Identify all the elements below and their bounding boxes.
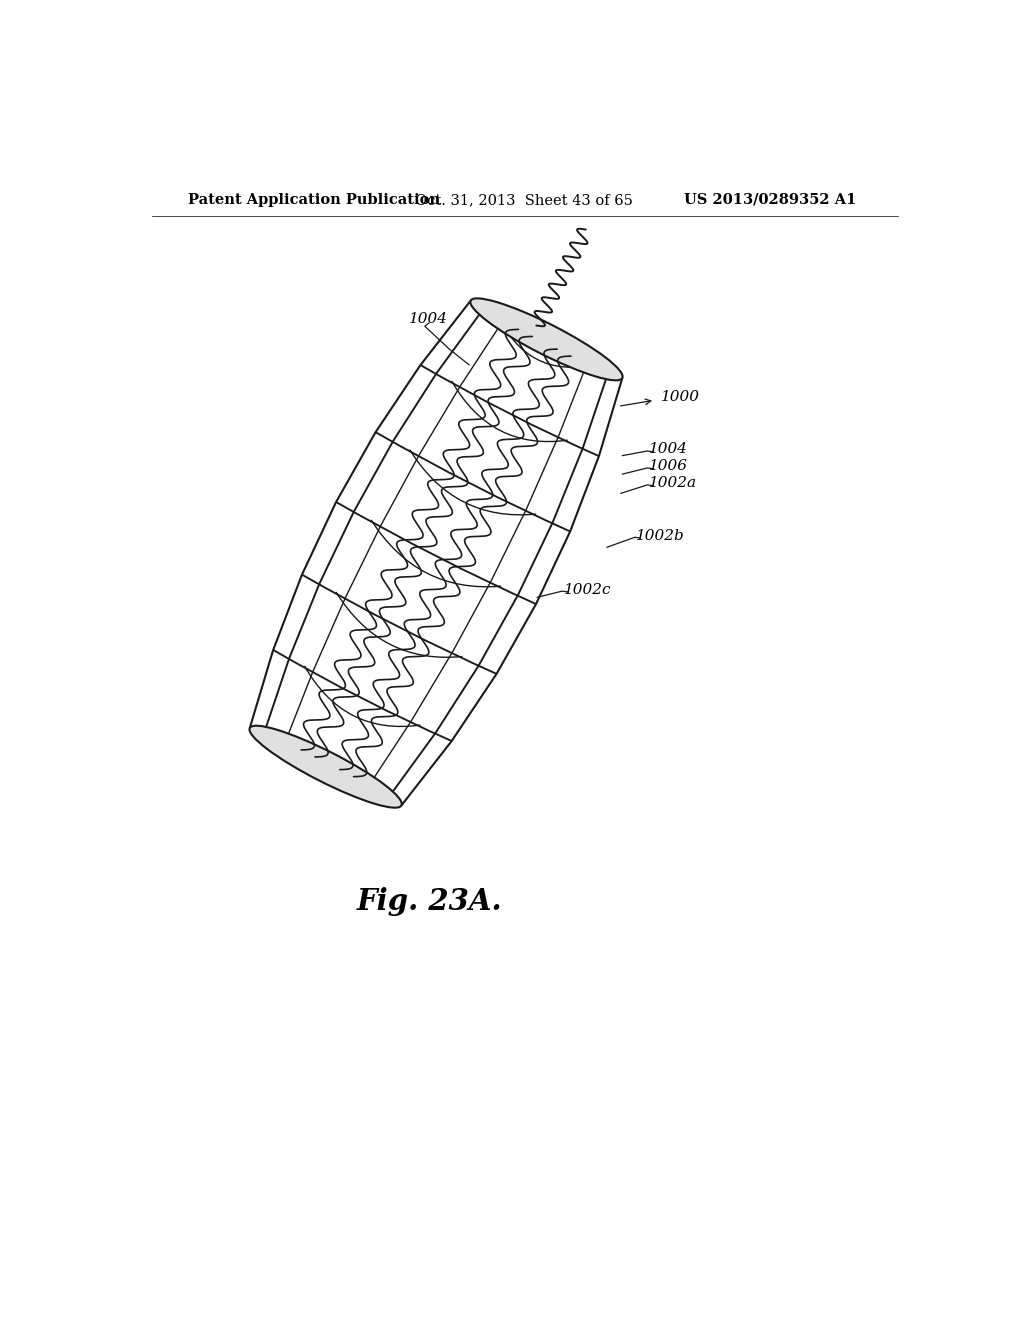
Ellipse shape	[250, 726, 401, 808]
Text: 1000: 1000	[662, 391, 700, 404]
Text: US 2013/0289352 A1: US 2013/0289352 A1	[684, 193, 857, 207]
Text: 1002c: 1002c	[563, 582, 611, 597]
Text: 1004: 1004	[649, 442, 688, 457]
Text: Patent Application Publication: Patent Application Publication	[188, 193, 440, 207]
Text: Oct. 31, 2013  Sheet 43 of 65: Oct. 31, 2013 Sheet 43 of 65	[415, 193, 633, 207]
PathPatch shape	[250, 301, 623, 805]
Text: Fig. 23A.: Fig. 23A.	[356, 887, 502, 916]
Text: 1006: 1006	[649, 459, 688, 474]
Text: 1004: 1004	[410, 312, 449, 326]
Text: 1002b: 1002b	[636, 529, 685, 543]
Text: 1002a: 1002a	[649, 477, 697, 490]
Ellipse shape	[470, 298, 623, 380]
